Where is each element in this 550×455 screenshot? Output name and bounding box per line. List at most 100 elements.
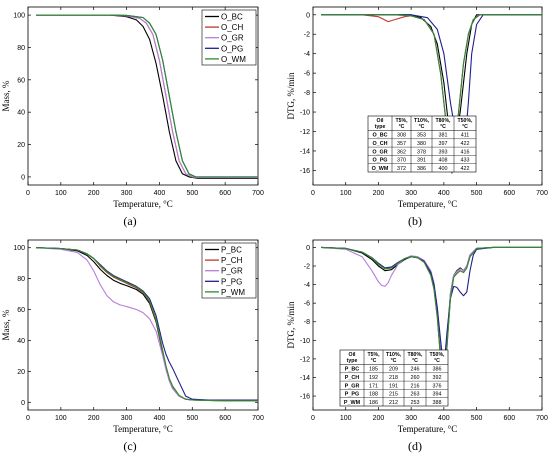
- table-cell: 388: [433, 400, 442, 406]
- table-cell: 378: [417, 149, 426, 155]
- y-tick-label: 0: [306, 245, 310, 252]
- plot-frame: [312, 6, 543, 186]
- y-tick-label: 20: [17, 142, 25, 149]
- plot-frame: [27, 239, 259, 411]
- series-line-p-wm: [36, 247, 258, 402]
- table-cell: 209: [389, 367, 398, 373]
- table-cell: 392: [433, 375, 442, 381]
- x-tick-label: 400: [154, 415, 166, 422]
- table-cell: 260: [411, 375, 420, 381]
- table-header: T50%,: [458, 118, 474, 124]
- table-cell: 422: [461, 141, 470, 147]
- table-cell: 370: [397, 158, 406, 164]
- table-header: °C: [399, 124, 405, 130]
- y-tick-label: -14: [300, 148, 310, 155]
- x-tick-label: 300: [121, 190, 133, 197]
- x-tick-label: 500: [186, 415, 198, 422]
- x-tick-label: 0: [26, 190, 30, 197]
- table-cell: 394: [433, 392, 442, 398]
- y-tick-label: -12: [300, 356, 310, 363]
- panel-label-b: (b): [408, 214, 422, 228]
- y-tick-label: 80: [17, 276, 25, 283]
- y-axis-label: DTG, %/min: [286, 301, 296, 348]
- y-tick-label: -6: [304, 71, 310, 78]
- y-tick-label: -2: [304, 264, 310, 271]
- table-header: °C: [391, 358, 397, 364]
- table-cell: O_WM: [372, 166, 389, 172]
- y-tick-label: 0: [21, 174, 25, 181]
- legend-entry: O_BC: [221, 13, 243, 22]
- table-cell: 411: [461, 133, 470, 139]
- x-tick-label: 100: [55, 415, 67, 422]
- y-tick-label: -16: [300, 168, 310, 175]
- table-cell: 186: [369, 400, 378, 406]
- legend-entry: O_GR: [221, 34, 244, 43]
- x-tick-label: 400: [438, 190, 450, 197]
- x-axis-label: Temperature, °C: [113, 199, 172, 209]
- x-tick-label: 400: [154, 190, 166, 197]
- plot-frame: [27, 6, 259, 186]
- x-tick-label: 600: [503, 190, 515, 197]
- series-line-p-pg: [321, 246, 542, 360]
- table-cell: 171: [369, 383, 378, 389]
- table-cell: 381: [439, 133, 448, 139]
- x-tick-label: 200: [88, 415, 100, 422]
- table-cell: 253: [411, 400, 420, 406]
- table-header: Oil: [349, 352, 356, 358]
- y-axis-label: Mass, %: [1, 80, 11, 112]
- table-cell: 386: [433, 367, 442, 373]
- y-tick-label: 60: [17, 77, 25, 84]
- legend-entry: O_PG: [221, 44, 243, 53]
- table-header: type: [375, 124, 386, 130]
- x-tick-label: 300: [405, 415, 417, 422]
- x-tick-label: 700: [536, 190, 548, 197]
- panel-d-dtg-chart: 0 100 200 300 400 500 600 700 0 -2 -4 -6 -8 -10 -12 -14…: [286, 239, 548, 434]
- table-cell: 416: [461, 149, 470, 155]
- y-tick-label: -4: [304, 51, 310, 58]
- y-axis-label: DTG, %/min: [286, 72, 296, 119]
- table-cell: 185: [369, 367, 378, 373]
- table-frame: [339, 349, 449, 407]
- table-cell: 218: [389, 375, 398, 381]
- table-header: °C: [371, 358, 377, 364]
- panel-b-dtg-chart: 0 100 200 300 400 500 600 700 0 -2 -4 -6 -8 -10 -12 -14…: [286, 6, 548, 209]
- table-header: Oil: [377, 118, 384, 124]
- x-tick-label: 700: [252, 415, 264, 422]
- table-cell: 192: [369, 375, 378, 381]
- x-tick-label: 200: [373, 415, 385, 422]
- legend-entry: P_PG: [221, 277, 242, 286]
- y-tick-label: 40: [17, 338, 25, 345]
- y-tick-label: 0: [21, 400, 25, 407]
- x-axis-label: Temperature, °C: [398, 424, 457, 434]
- x-tick-label: 0: [26, 415, 30, 422]
- x-tick-label: 0: [311, 190, 315, 197]
- x-tick-label: 400: [438, 415, 450, 422]
- table-cell: P_CH: [345, 375, 359, 381]
- table-cell: P_GR: [345, 383, 360, 389]
- table-header: T10%,: [414, 118, 430, 124]
- plot-frame: [312, 239, 543, 411]
- legend-entry: P_CH: [221, 256, 243, 265]
- x-tick-label: 200: [373, 190, 385, 197]
- table-cell: 188: [369, 392, 378, 398]
- table-cell: 380: [417, 141, 426, 147]
- table-cell: 391: [417, 158, 426, 164]
- y-tick-label: 100: [13, 13, 25, 20]
- y-tick-label: -10: [300, 110, 310, 117]
- table-header: T10%,: [386, 352, 402, 358]
- table-header: °C: [440, 124, 446, 130]
- legend-entry: P_BC: [221, 246, 242, 255]
- table-cell: P_PG: [345, 392, 359, 398]
- x-tick-label: 300: [121, 415, 133, 422]
- table-cell: 357: [397, 141, 406, 147]
- series-line-p-wm: [321, 246, 542, 386]
- x-axis-label: Temperature, °C: [398, 199, 457, 209]
- table-cell: 216: [411, 383, 420, 389]
- x-tick-label: 100: [55, 190, 67, 197]
- table-cell: 191: [389, 383, 398, 389]
- y-tick-label: 100: [13, 245, 25, 252]
- y-tick-label: -4: [304, 282, 310, 289]
- table-cell: P_WM: [344, 400, 361, 406]
- x-tick-label: 500: [471, 190, 483, 197]
